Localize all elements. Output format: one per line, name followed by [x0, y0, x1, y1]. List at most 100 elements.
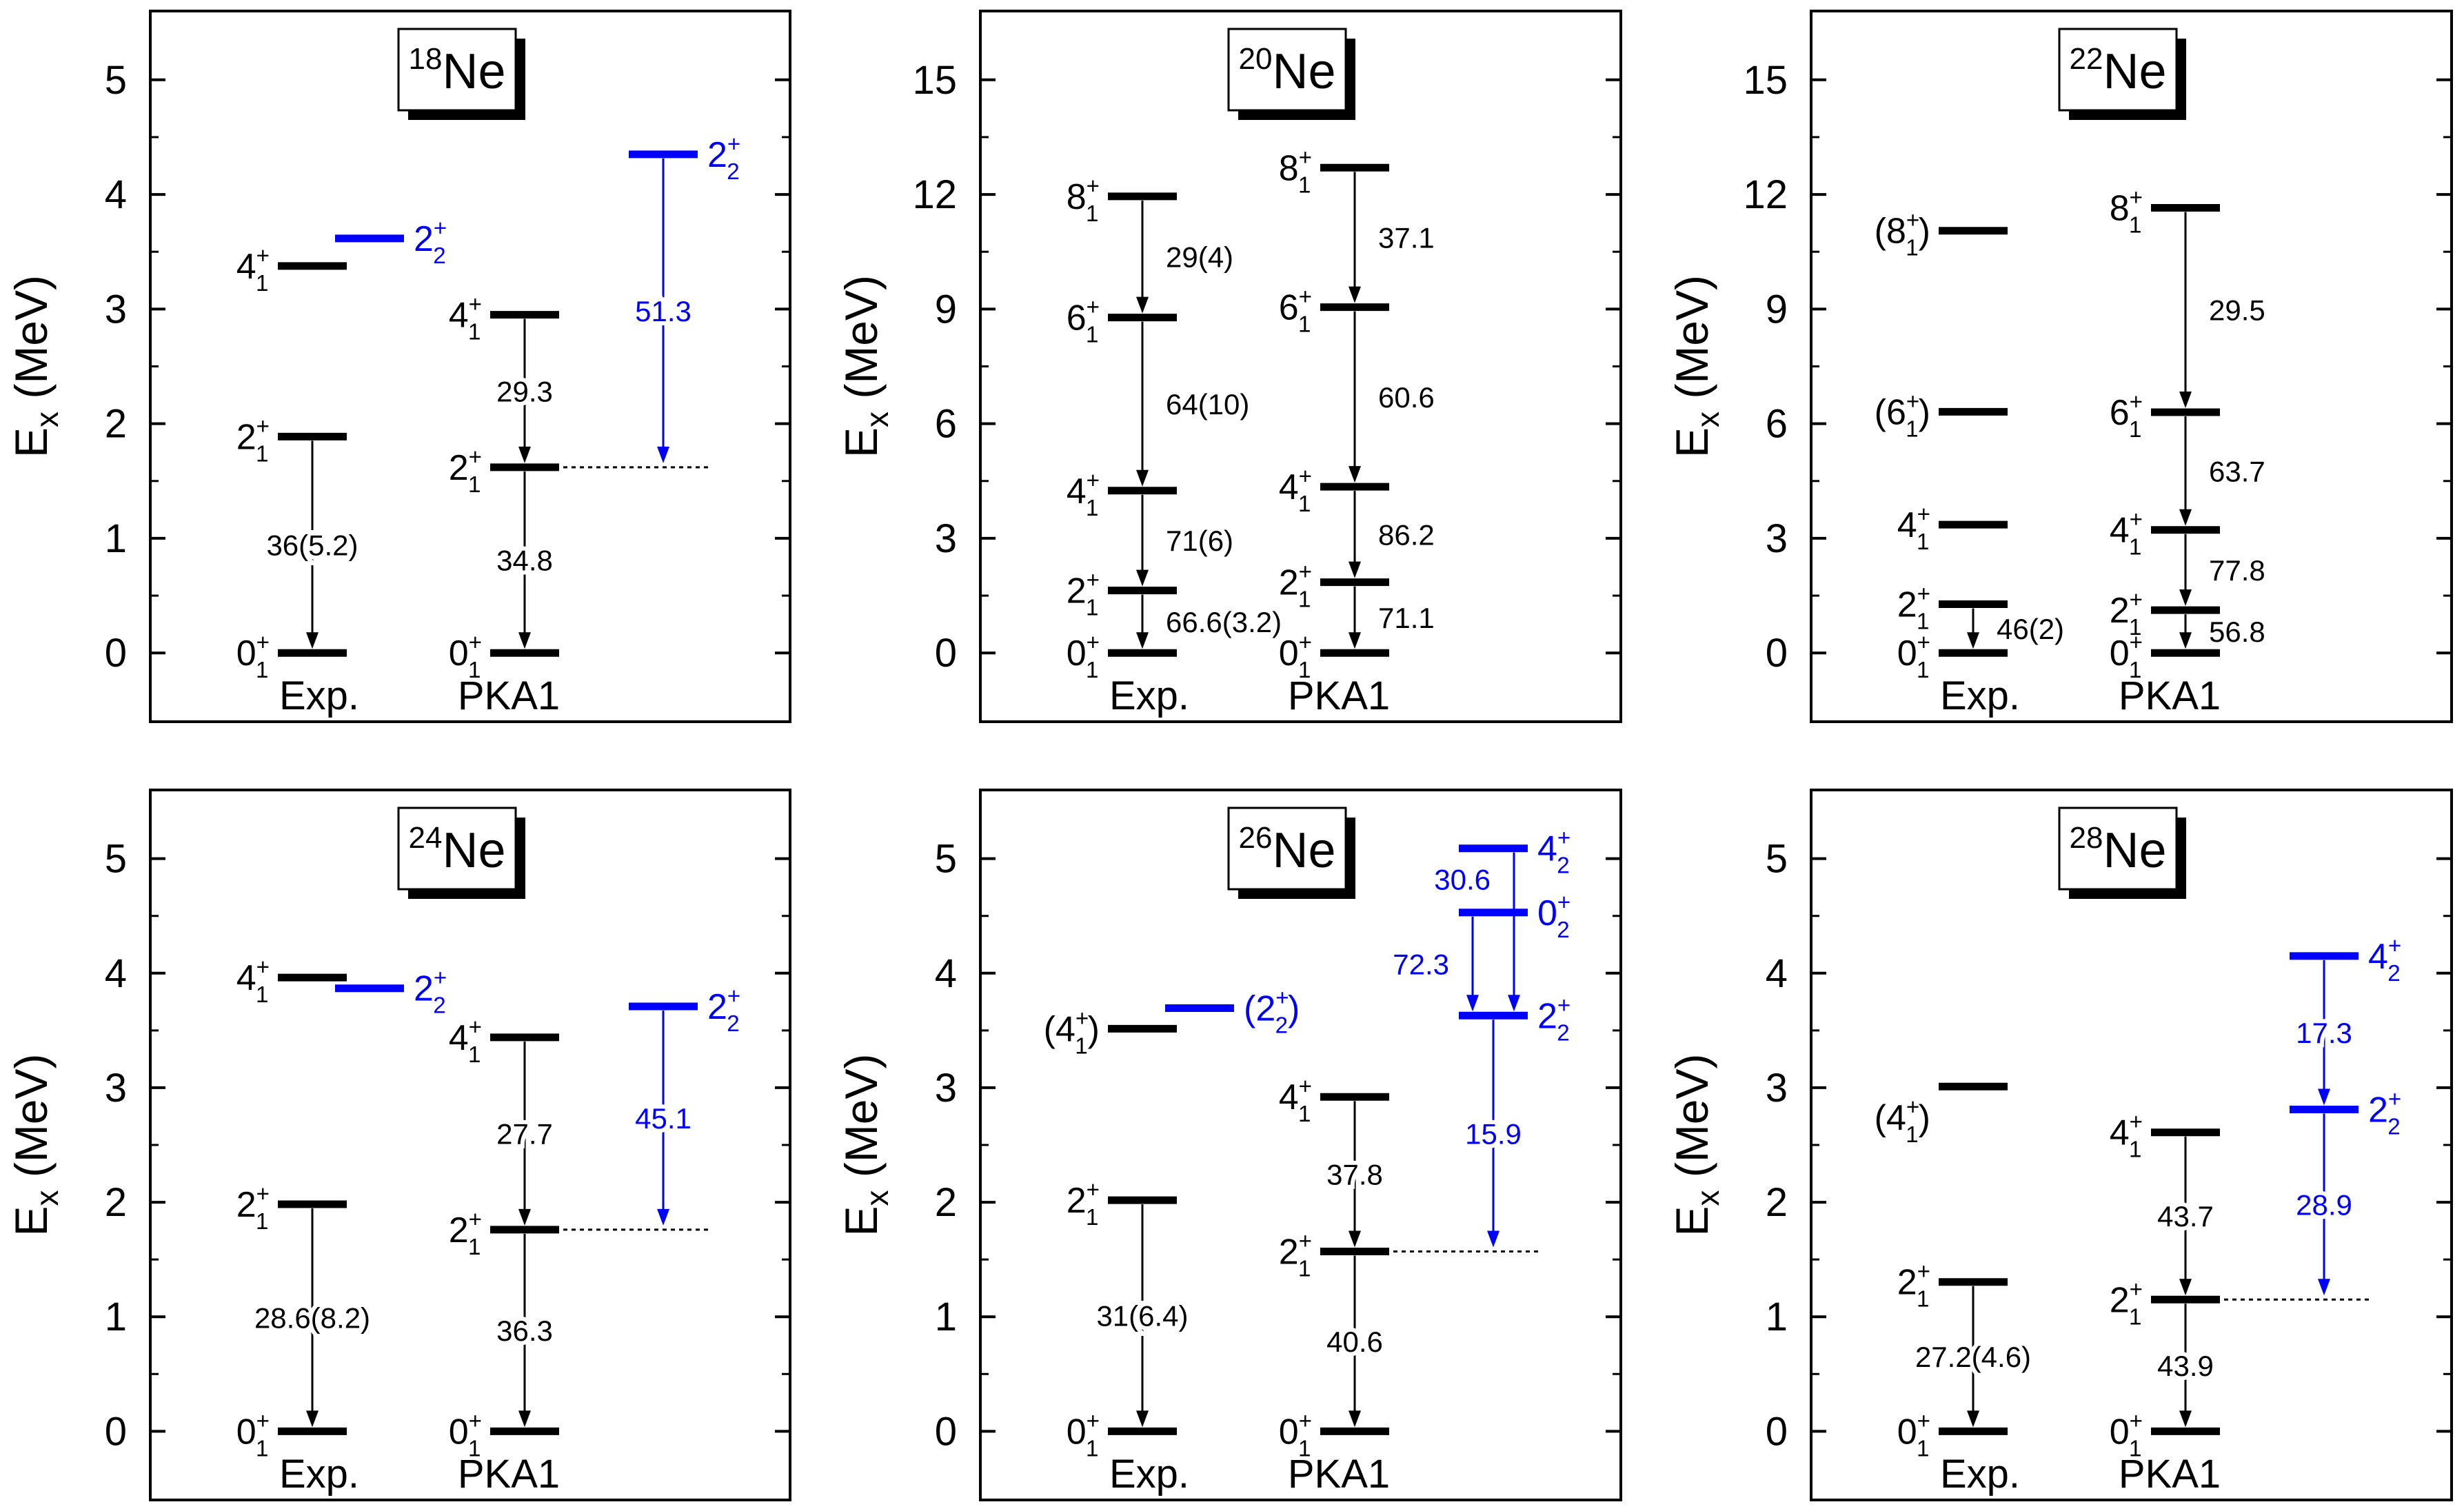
y-tick-label: 12 — [1743, 172, 1788, 217]
transition-value-label: 30.6 — [1434, 864, 1491, 896]
level-spin: 2 — [707, 987, 727, 1027]
level-parity: + — [727, 132, 740, 157]
level-parity: + — [434, 966, 447, 991]
level-spin: 2 — [2368, 1091, 2388, 1130]
nucleus-box — [397, 807, 517, 891]
column-label-exp: Exp. — [1109, 673, 1189, 718]
level-paren-close: ) — [1919, 212, 1930, 252]
y-tick-label: 15 — [1743, 58, 1788, 103]
level-paren-close: ) — [1919, 1098, 1930, 1138]
transition-arrowhead — [518, 1208, 531, 1226]
y-tick-label: 2 — [105, 402, 127, 447]
transition-value-label: 37.8 — [1326, 1158, 1383, 1190]
level-spin-label: 8+ 1 — [1279, 145, 1312, 198]
level-spin-label: 2+ 2 — [414, 216, 447, 269]
level-paren-close: ) — [1288, 988, 1300, 1028]
level-spin-label: 4+ 1 — [236, 243, 270, 296]
level-spin: 2 — [1897, 1263, 1917, 1303]
nucleus-box — [1227, 807, 1347, 891]
level-parity: + — [1299, 145, 1312, 170]
level-index: 1 — [1298, 172, 1311, 198]
y-tick-label: 6 — [1766, 402, 1788, 447]
y-tick-label: 9 — [1766, 287, 1788, 332]
level-parity: + — [1917, 502, 1930, 527]
y-axis-subscript: x — [859, 412, 895, 427]
level-parity: + — [1917, 582, 1930, 607]
level-index: 1 — [1298, 1102, 1311, 1127]
transition-value-label: 60.6 — [1378, 381, 1435, 414]
transition-value-label: 43.7 — [2157, 1200, 2214, 1233]
transition-arrowhead — [306, 1410, 319, 1428]
column-label-exp: Exp. — [1940, 1452, 2020, 1497]
y-tick-label: 5 — [935, 837, 957, 882]
level-parity: + — [1906, 1095, 1919, 1120]
level-parity: + — [469, 630, 482, 656]
level-index: 2 — [1557, 853, 1569, 879]
transition-value-label: 66.6(3.2) — [1166, 606, 1282, 638]
transition-arrowhead — [1487, 1230, 1499, 1248]
level-index: 2 — [727, 1011, 739, 1037]
level-spin: 2 — [1897, 585, 1917, 625]
transition-value-label: 29.5 — [2209, 294, 2265, 327]
y-axis-title: Ex (MeV) — [836, 275, 895, 458]
transition-arrowhead — [1136, 469, 1149, 487]
level-parity: + — [256, 955, 270, 980]
level-spin: 2 — [2110, 591, 2130, 631]
level-index: 1 — [2129, 615, 2141, 640]
level-index: 1 — [1298, 587, 1311, 613]
transition-value-label: 51.3 — [635, 295, 691, 327]
y-tick-label: 15 — [912, 58, 957, 103]
level-paren-open: ( — [1244, 988, 1256, 1028]
transition-value-label: 63.7 — [2209, 455, 2265, 487]
y-axis-title: Ex (MeV) — [836, 1053, 895, 1236]
y-axis-unit: (MeV) — [6, 1053, 57, 1190]
level-index: 1 — [468, 1436, 481, 1461]
y-tick-label: 1 — [935, 1295, 957, 1339]
y-tick-label: 3 — [1766, 1066, 1788, 1111]
y-tick-label: 3 — [105, 1066, 127, 1111]
level-parity: + — [1087, 174, 1100, 199]
level-index: 1 — [1298, 1257, 1311, 1282]
level-spin-label: (4+ 1) — [1875, 1095, 1930, 1148]
y-axis-subscript: x — [1690, 412, 1726, 427]
transition-arrowhead — [2318, 1088, 2330, 1106]
level-spin-label: 0+ 1 — [1897, 1408, 1930, 1461]
level-spin-label: 2+ 1 — [1067, 568, 1100, 621]
y-tick-label: 9 — [935, 287, 957, 332]
level-spin: 0 — [1897, 1412, 1917, 1452]
level-parity: + — [469, 445, 482, 470]
y-tick-label: 1 — [1766, 1295, 1788, 1339]
level-spin: 4 — [1537, 829, 1557, 869]
transition-arrowhead — [1349, 561, 1361, 578]
level-spin-label: 2+ 2 — [1537, 993, 1571, 1046]
level-index: 1 — [1086, 1205, 1098, 1230]
level-index: 1 — [256, 271, 268, 296]
level-index: 1 — [256, 1436, 268, 1461]
transition-value-label: 77.8 — [2209, 554, 2265, 587]
level-parity: + — [1299, 630, 1312, 656]
transition-value-label: 28.6(8.2) — [254, 1302, 370, 1335]
level-paren-open: ( — [1875, 1098, 1887, 1138]
level-paren-close: ) — [1088, 1009, 1100, 1049]
level-parity: + — [469, 1408, 482, 1434]
level-spin-label: 0+ 1 — [236, 630, 270, 683]
column-label-theory: PKA1 — [458, 673, 560, 718]
y-axis-symbol: E — [836, 427, 887, 458]
level-index: 1 — [1086, 496, 1098, 521]
y-tick-label: 1 — [105, 1295, 127, 1339]
transition-arrowhead — [2179, 1279, 2192, 1296]
column-label-exp: Exp. — [279, 1452, 359, 1497]
y-tick-label: 0 — [105, 1409, 127, 1454]
transition-arrowhead — [1349, 1410, 1361, 1428]
level-spin: 4 — [2368, 937, 2388, 977]
y-axis-subscript: x — [1690, 1190, 1726, 1206]
level-spin-label: 2+ 1 — [2110, 1277, 2143, 1330]
level-index: 1 — [1906, 416, 1918, 442]
level-index: 1 — [1906, 236, 1918, 261]
level-parity: + — [2388, 933, 2401, 959]
y-tick-label: 4 — [105, 951, 127, 996]
level-index: 1 — [1298, 1436, 1311, 1461]
level-spin: 2 — [1279, 1233, 1299, 1272]
